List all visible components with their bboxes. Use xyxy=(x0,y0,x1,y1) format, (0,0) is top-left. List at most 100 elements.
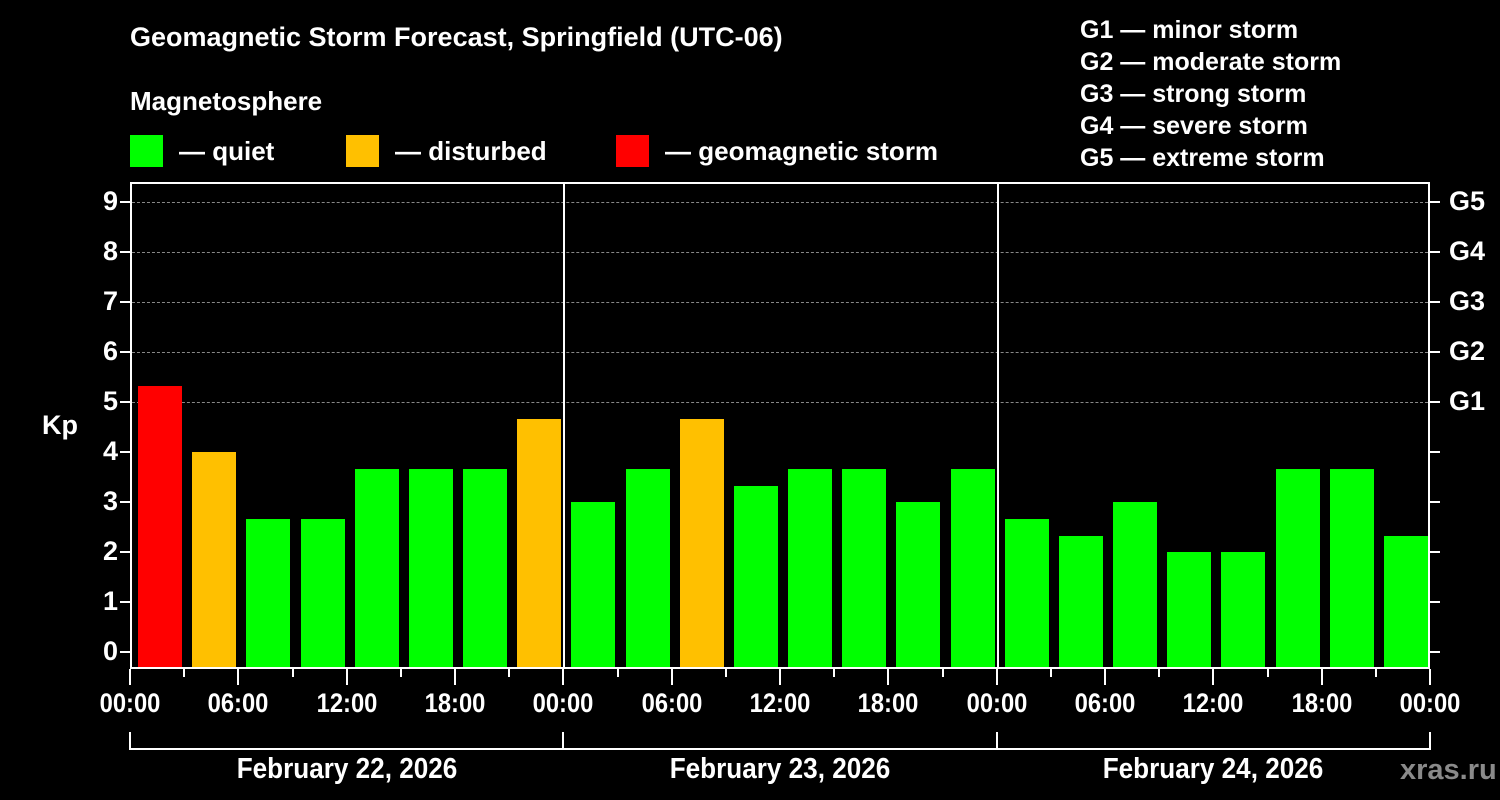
y-tick-label: 1 xyxy=(102,586,118,616)
right-tick xyxy=(1430,651,1440,653)
y-tick-label: 5 xyxy=(102,386,118,416)
legend-storm-label: — geomagnetic storm xyxy=(665,135,939,166)
date-bracket-line xyxy=(130,748,1430,750)
x-tick-label: 18:00 xyxy=(1291,688,1353,718)
kp-bar xyxy=(1221,552,1266,667)
kp-bar xyxy=(788,468,833,667)
x-tick xyxy=(779,669,781,685)
y-tick-label: 9 xyxy=(102,186,118,216)
legend-disturbed: — disturbed xyxy=(346,134,547,168)
chart-title: Geomagnetic Storm Forecast, Springfield … xyxy=(130,22,783,52)
legend-quiet-label: — quiet xyxy=(179,135,275,166)
x-tick xyxy=(1049,669,1052,677)
y-tick xyxy=(120,351,130,353)
x-tick xyxy=(399,669,402,677)
x-tick xyxy=(995,669,998,685)
y-tick-label: 4 xyxy=(102,436,118,466)
x-tick xyxy=(183,669,186,677)
x-tick-label: 18:00 xyxy=(424,688,486,718)
x-tick xyxy=(724,669,727,677)
kp-bar xyxy=(192,452,237,667)
g-scale-label: G3 xyxy=(1449,286,1486,316)
y-tick xyxy=(120,501,130,503)
g-scale-label: G2 xyxy=(1449,336,1486,366)
g3-label: G3 — strong storm xyxy=(1080,80,1307,108)
y-tick xyxy=(120,451,130,453)
kp-bar xyxy=(138,385,183,667)
y-tick xyxy=(120,601,130,603)
kp-bar xyxy=(1004,518,1049,667)
x-tick xyxy=(345,669,348,685)
right-tick xyxy=(1430,201,1440,203)
x-tick xyxy=(670,669,673,685)
x-tick xyxy=(1374,669,1377,677)
kp-bar xyxy=(517,418,562,667)
x-tick-label: 06:00 xyxy=(1074,688,1136,718)
kp-bar xyxy=(463,468,508,667)
g-scale-label: G5 xyxy=(1449,186,1486,216)
x-tick xyxy=(887,669,890,685)
right-tick xyxy=(1430,351,1440,353)
x-tick xyxy=(1104,669,1106,685)
date-label: February 23, 2026 xyxy=(669,753,891,785)
kp-bar xyxy=(1329,468,1374,667)
gridline xyxy=(132,252,1428,253)
date-bracket-tick xyxy=(129,732,131,750)
kp-bar xyxy=(1383,535,1428,667)
y-tick-label: 8 xyxy=(102,236,118,266)
kp-bar xyxy=(842,468,887,667)
x-tick-label: 00:00 xyxy=(532,688,594,718)
g4-label: G4 — severe storm xyxy=(1080,112,1308,140)
right-tick xyxy=(1430,501,1440,503)
date-label: February 24, 2026 xyxy=(1103,753,1324,785)
right-tick xyxy=(1430,451,1440,453)
date-bracket-tick xyxy=(1429,732,1431,750)
date-label: February 22, 2026 xyxy=(236,753,457,785)
g5-label: G5 — extreme storm xyxy=(1080,144,1325,172)
right-tick xyxy=(1430,551,1440,553)
kp-bar xyxy=(733,485,778,667)
day-separator xyxy=(563,184,566,667)
y-tick-label: 2 xyxy=(102,536,118,566)
x-tick-label: 06:00 xyxy=(207,688,269,718)
kp-bar xyxy=(354,468,399,667)
y-tick-label: 0 xyxy=(102,636,118,666)
day-separator xyxy=(996,184,999,667)
y-tick-label: 7 xyxy=(102,286,118,316)
date-bracket-tick xyxy=(995,732,998,750)
g-scale-label: G4 xyxy=(1449,236,1486,266)
x-tick-label: 18:00 xyxy=(857,688,919,718)
kp-bar xyxy=(679,418,724,667)
y-tick xyxy=(120,401,130,403)
legend-storm: — geomagnetic storm xyxy=(616,134,938,168)
kp-bar xyxy=(1275,468,1320,667)
storm-swatch xyxy=(616,135,649,167)
x-tick-label: 00:00 xyxy=(1399,688,1461,718)
x-tick xyxy=(941,669,944,677)
x-tick xyxy=(291,669,294,677)
gridline xyxy=(132,352,1428,353)
kp-bar xyxy=(571,502,616,667)
x-tick xyxy=(1212,669,1215,685)
right-tick xyxy=(1430,251,1440,253)
kp-bar xyxy=(896,502,941,667)
x-tick-label: 12:00 xyxy=(749,688,811,718)
right-tick xyxy=(1430,601,1440,603)
right-tick xyxy=(1430,301,1440,303)
g-scale-label: G1 xyxy=(1449,386,1486,416)
legend-quiet: — quiet xyxy=(130,134,274,168)
x-tick xyxy=(1158,669,1161,677)
kp-bar xyxy=(1113,502,1158,667)
x-tick xyxy=(1266,669,1269,677)
gridline xyxy=(132,402,1428,403)
y-tick xyxy=(120,201,130,203)
x-tick xyxy=(833,669,836,677)
y-tick-label: 3 xyxy=(102,486,118,516)
date-bracket-tick xyxy=(562,732,565,750)
kp-bar xyxy=(1167,552,1212,667)
y-axis-label: Kp xyxy=(42,410,78,440)
kp-bar xyxy=(246,518,291,667)
x-tick xyxy=(616,669,619,677)
x-tick-label: 00:00 xyxy=(966,688,1028,718)
kp-bar xyxy=(625,468,670,667)
